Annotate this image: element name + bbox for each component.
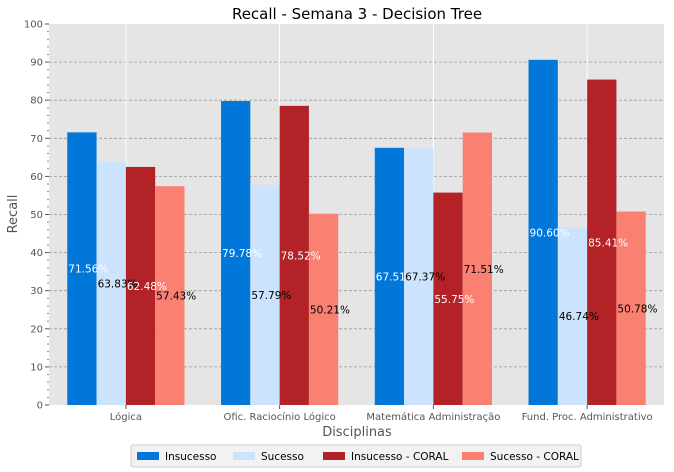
bar-data-label: 63.83% <box>98 278 138 290</box>
bar-data-label: 50.21% <box>310 304 350 316</box>
bar <box>374 147 405 405</box>
legend-label: Insucesso - CORAL <box>351 451 449 463</box>
legend-swatch <box>323 452 345 460</box>
y-tick-label: 60 <box>30 172 43 183</box>
bar-data-label: 57.43% <box>156 291 196 303</box>
bar-data-label: 62.48% <box>127 281 167 293</box>
x-tick-label: Ofic. Raciocínio Lógico <box>224 411 336 423</box>
y-axis: 0 10 20 30 40 50 60 70 80 90 100 <box>24 20 49 412</box>
bar-data-label: 85.41% <box>588 237 628 249</box>
bar <box>155 186 185 405</box>
y-tick-label: 40 <box>30 248 43 259</box>
y-tick-label: 80 <box>30 96 43 107</box>
y-tick-label: 90 <box>30 58 43 69</box>
bar-data-label: 79.78% <box>222 248 262 260</box>
bar-data-label: 67.37% <box>405 272 445 284</box>
legend-swatch <box>233 452 255 460</box>
legend-label: Insucesso <box>165 451 216 463</box>
bar-data-label: 50.78% <box>617 303 657 315</box>
bar <box>433 192 463 405</box>
bar <box>528 59 558 406</box>
y-tick-label: 70 <box>30 134 43 145</box>
legend-swatch <box>462 452 484 460</box>
bar <box>67 132 97 406</box>
bar-data-label: 57.79% <box>251 290 291 302</box>
bars-layer <box>67 59 646 406</box>
x-tick-label: Lógica <box>110 411 142 423</box>
y-tick-label: 0 <box>37 401 43 412</box>
bar <box>462 132 492 405</box>
x-axis-label: Disciplinas <box>322 425 392 440</box>
bar <box>308 213 339 405</box>
y-axis-label: Recall <box>6 195 21 234</box>
bar <box>279 105 309 405</box>
bar <box>125 166 156 405</box>
bar <box>221 101 251 405</box>
bar <box>587 79 617 406</box>
legend-label: Sucesso - CORAL <box>490 451 579 463</box>
legend: Insucesso Sucesso Insucesso - CORAL Sucesso… <box>130 444 582 468</box>
legend-swatch <box>137 452 159 460</box>
x-tick-label: Matemática Administração <box>366 411 500 423</box>
bar-data-label: 90.60% <box>530 227 570 239</box>
bar <box>250 184 280 405</box>
bar-data-label: 78.52% <box>281 250 321 262</box>
y-tick-label: 50 <box>30 210 43 221</box>
legend-label: Sucesso <box>261 451 304 463</box>
bar-data-label: 46.74% <box>559 311 599 323</box>
y-tick-label: 100 <box>24 20 43 31</box>
x-axis: Lógica Ofic. Raciocínio Lógico Matemática … <box>110 405 653 423</box>
bar-data-label: 55.75% <box>434 294 474 306</box>
bar <box>96 161 126 405</box>
x-tick-label: Fund. Proc. Administrativo <box>522 412 653 423</box>
y-tick-label: 10 <box>30 362 43 373</box>
y-tick-label: 30 <box>30 286 43 297</box>
bar <box>616 211 646 405</box>
y-tick-label: 20 <box>30 324 43 335</box>
bar-data-label: 67.51% <box>376 271 416 283</box>
bar-labels-layer: 71.56% 79.78% 67.51% 90.60% 63.83% 57.79% 67.3… <box>68 227 657 323</box>
bar-data-label: 71.56% <box>68 264 108 276</box>
bar <box>404 148 434 405</box>
bar <box>557 226 588 405</box>
legend-box <box>130 444 582 468</box>
bar-data-label: 71.51% <box>464 264 504 276</box>
chart-title: Recall - Semana 3 - Decision Tree <box>232 5 482 23</box>
